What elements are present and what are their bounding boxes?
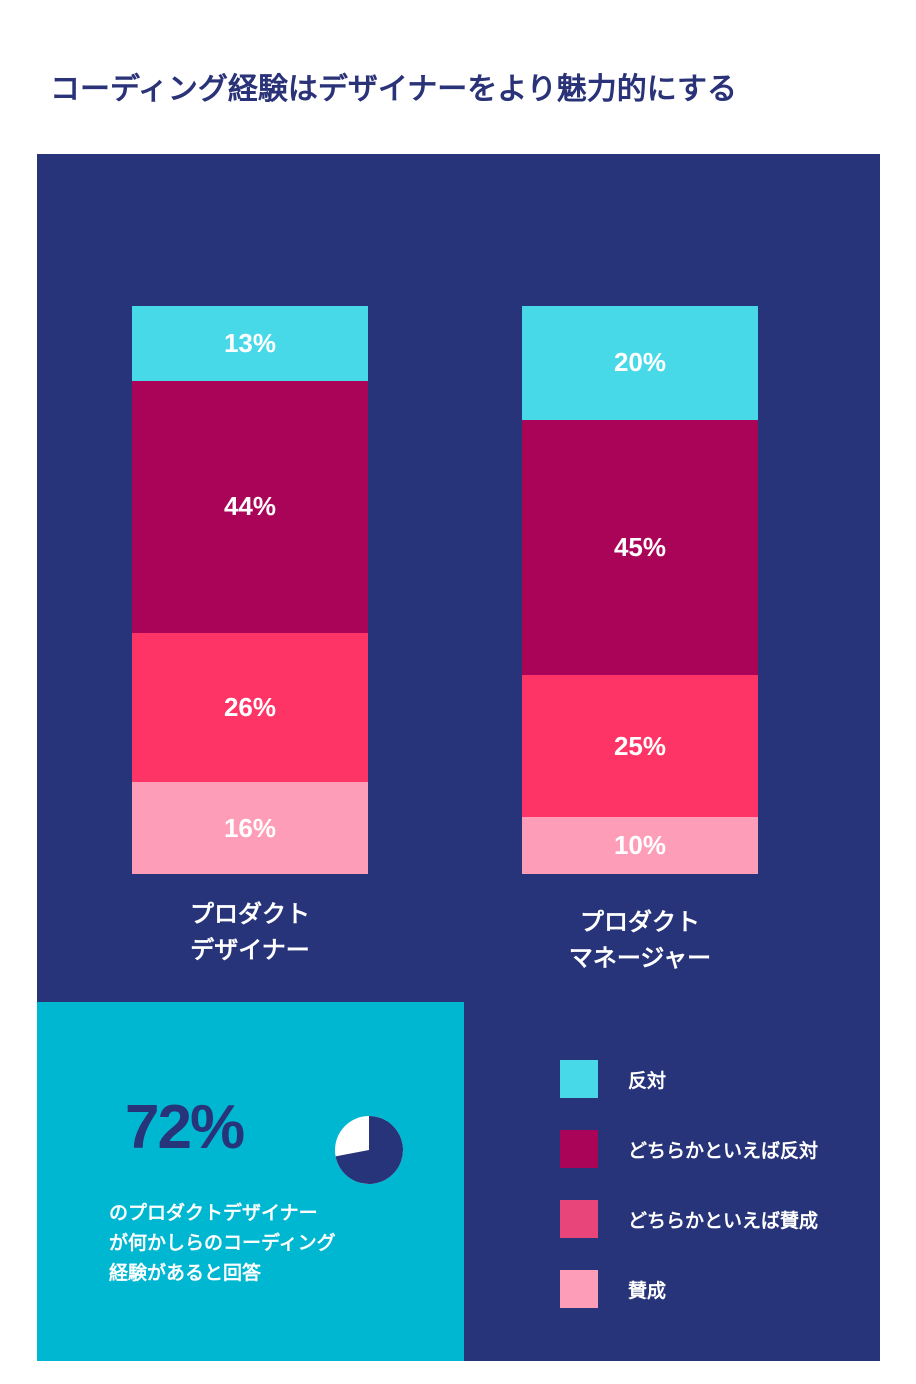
bar-label-line1: プロダクト (190, 900, 310, 928)
callout-line2: が何かしらのコーディング (109, 1232, 336, 1254)
callout-line1: のプロダクトデザイナー (109, 1202, 318, 1224)
segment-value-label: 26% (223, 692, 277, 723)
page-title: コーディング経験はデザイナーをより魅力的にする (50, 72, 737, 107)
legend-swatch (560, 1200, 598, 1238)
bar-label-line2: デザイナー (190, 936, 310, 964)
bar-segment: 10% (522, 817, 758, 874)
legend-label: どちらかといえば反対 (628, 1139, 819, 1162)
stacked-bar-product-designer: 13% 44% 26% 16% (132, 306, 368, 874)
segment-value-label: 20% (613, 347, 667, 378)
pie-chart-icon (335, 1116, 403, 1184)
legend-item-somewhat-oppose: どちらかといえば反対 (560, 1130, 818, 1168)
legend-label: 賛成 (628, 1279, 667, 1302)
bar-segment: 25% (522, 675, 758, 818)
segment-value-label: 45% (613, 531, 667, 562)
legend-swatch (560, 1060, 598, 1098)
legend-label: どちらかといえば賛成 (628, 1209, 819, 1232)
callout-description: のプロダクトデザイナー が何かしらのコーディング 経験があると回答 (109, 1198, 439, 1288)
legend-label: 反対 (628, 1069, 667, 1092)
segment-value-label: 13% (223, 327, 277, 358)
callout-line3: 経験があると回答 (109, 1262, 262, 1284)
bar-segment: 26% (132, 633, 368, 783)
bar-segment: 45% (522, 419, 758, 676)
legend-swatch (560, 1130, 598, 1168)
segment-value-label: 44% (223, 491, 277, 522)
bar-label-line2: マネージャー (568, 944, 712, 972)
bar-label-product-manager: プロダクト マネージャー (522, 904, 758, 976)
segment-value-label: 10% (613, 830, 667, 861)
callout-percent: 72% (125, 1093, 245, 1162)
legend-item-oppose: 反対 (560, 1060, 666, 1098)
bar-segment: 20% (522, 306, 758, 420)
segment-value-label: 25% (613, 730, 667, 761)
pie-slice (335, 1116, 403, 1184)
segment-value-label: 16% (223, 812, 277, 843)
stacked-bar-product-manager: 20% 45% 25% 10% (522, 306, 758, 874)
callout-box: 72% のプロダクトデザイナー が何かしらのコーディング 経験があると回答 (37, 1002, 464, 1361)
legend-item-agree: 賛成 (560, 1270, 666, 1308)
bar-label-line1: プロダクト (580, 908, 700, 936)
bar-label-product-designer: プロダクト デザイナー (132, 896, 368, 968)
bar-segment: 13% (132, 306, 368, 381)
bar-segment: 44% (132, 380, 368, 634)
bar-segment: 16% (132, 782, 368, 874)
legend-item-somewhat-agree: どちらかといえば賛成 (560, 1200, 818, 1238)
legend-swatch (560, 1270, 598, 1308)
